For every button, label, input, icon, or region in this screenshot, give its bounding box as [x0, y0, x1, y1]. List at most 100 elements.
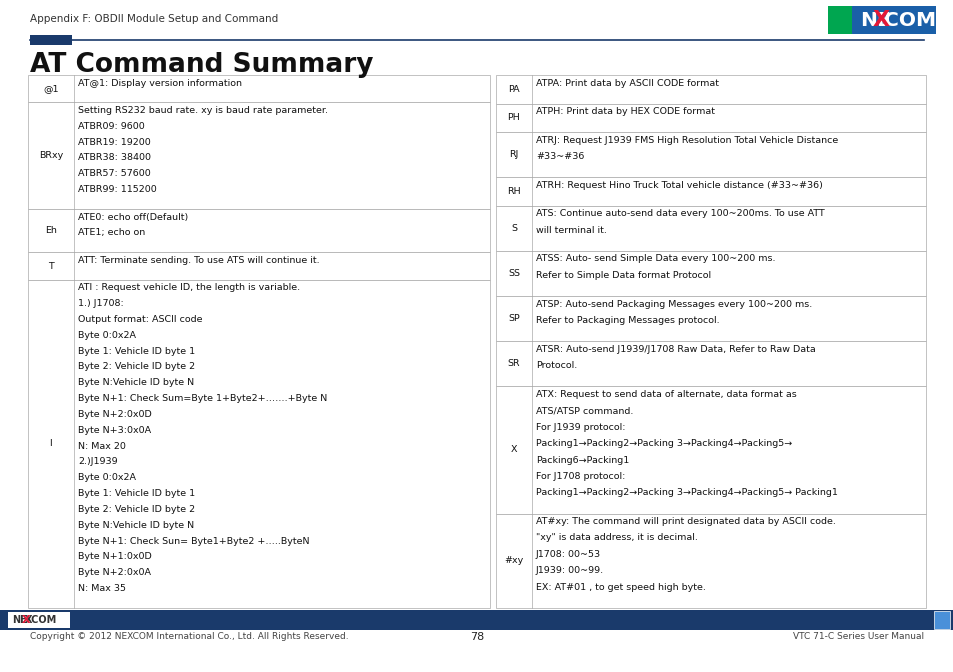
Text: Byte N+2:0x0A: Byte N+2:0x0A	[78, 569, 151, 577]
Text: #33~#36: #33~#36	[536, 152, 584, 161]
Bar	[827, 6, 935, 34]
Text: Eh: Eh	[45, 226, 57, 235]
Text: For J1939 protocol:: For J1939 protocol:	[536, 423, 625, 431]
Text: 1.) J1708:: 1.) J1708:	[78, 299, 124, 308]
Text: VTC 71-C Series User Manual: VTC 71-C Series User Manual	[792, 632, 923, 641]
Text: ATX: Request to send data of alternate, data format as: ATX: Request to send data of alternate, …	[536, 390, 796, 398]
Bar	[496, 251, 925, 296]
Text: Byte 2: Vehicle ID byte 2: Byte 2: Vehicle ID byte 2	[78, 505, 195, 514]
Text: ATBR09: 9600: ATBR09: 9600	[78, 122, 145, 131]
Text: Byte N+2:0x0D: Byte N+2:0x0D	[78, 410, 152, 419]
Text: J1939: 00~99.: J1939: 00~99.	[536, 566, 603, 575]
Text: X: X	[510, 446, 517, 454]
Text: Byte 1: Vehicle ID byte 1: Byte 1: Vehicle ID byte 1	[78, 489, 195, 498]
Bar	[28, 280, 490, 608]
Text: Refer to Packaging Messages protocol.: Refer to Packaging Messages protocol.	[536, 316, 719, 325]
Bar	[933, 611, 949, 629]
Text: Protocol.: Protocol.	[536, 361, 577, 370]
Bar	[28, 75, 490, 103]
Text: I: I	[50, 439, 52, 448]
Text: PA: PA	[508, 85, 519, 94]
Text: ATSS: Auto- send Simple Data every 100~200 ms.: ATSS: Auto- send Simple Data every 100~2…	[536, 255, 775, 263]
Text: Byte 0:0x2A: Byte 0:0x2A	[78, 473, 136, 482]
Text: T: T	[48, 261, 53, 271]
Text: ATBR38: 38400: ATBR38: 38400	[78, 153, 151, 163]
Text: Byte N+3:0x0A: Byte N+3:0x0A	[78, 426, 151, 435]
Text: Byte 0:0x2A: Byte 0:0x2A	[78, 331, 136, 340]
Text: Packing1→Packing2→Packing 3→Packing4→Packing5→: Packing1→Packing2→Packing 3→Packing4→Pac…	[536, 439, 791, 448]
Text: Byte N+1:0x0D: Byte N+1:0x0D	[78, 552, 152, 561]
Text: ATBR99: 115200: ATBR99: 115200	[78, 185, 156, 194]
Text: ATBR19: 19200: ATBR19: 19200	[78, 138, 151, 146]
Text: ATT: Terminate sending. To use ATS will continue it.: ATT: Terminate sending. To use ATS will …	[78, 256, 319, 265]
Text: Byte 2: Vehicle ID byte 2: Byte 2: Vehicle ID byte 2	[78, 362, 195, 372]
Text: #xy: #xy	[504, 556, 523, 565]
Text: Output format: ASCII code: Output format: ASCII code	[78, 315, 202, 324]
Text: RJ: RJ	[509, 151, 518, 159]
Bar	[496, 341, 925, 386]
Text: ATE0: echo off(Default): ATE0: echo off(Default)	[78, 212, 188, 222]
Text: 2.)J1939: 2.)J1939	[78, 458, 117, 466]
Text: AT@1: Display version information: AT@1: Display version information	[78, 79, 242, 87]
Text: SS: SS	[507, 269, 519, 278]
Bar	[496, 513, 925, 608]
Text: XCOM: XCOM	[25, 615, 57, 625]
Text: ATBR57: 57600: ATBR57: 57600	[78, 169, 151, 178]
Bar	[28, 103, 490, 209]
Text: Byte 1: Vehicle ID byte 1: Byte 1: Vehicle ID byte 1	[78, 347, 195, 355]
Bar	[28, 209, 490, 253]
Text: BRxy: BRxy	[39, 151, 63, 161]
Text: J1708: 00~53: J1708: 00~53	[536, 550, 600, 559]
Text: Copyright © 2012 NEXCOM International Co., Ltd. All Rights Reserved.: Copyright © 2012 NEXCOM International Co…	[30, 632, 348, 641]
Text: @1: @1	[43, 84, 59, 93]
Text: AT#xy: The command will print designated data by ASCII code.: AT#xy: The command will print designated…	[536, 517, 835, 526]
Bar	[496, 386, 925, 513]
Text: N: Max 20: N: Max 20	[78, 442, 126, 451]
Text: Byte N:Vehicle ID byte N: Byte N:Vehicle ID byte N	[78, 521, 193, 530]
Text: RH: RH	[507, 187, 520, 196]
Text: ATS/ATSP command.: ATS/ATSP command.	[536, 406, 633, 415]
Bar	[496, 103, 925, 132]
Text: COM: COM	[883, 11, 935, 30]
Bar	[496, 206, 925, 251]
Polygon shape	[827, 6, 851, 34]
Text: Byte N:Vehicle ID byte N: Byte N:Vehicle ID byte N	[78, 378, 193, 387]
Text: N: Max 35: N: Max 35	[78, 584, 126, 593]
Text: Packing6→Packing1: Packing6→Packing1	[536, 456, 629, 464]
Text: ATPA: Print data by ASCII CODE format: ATPA: Print data by ASCII CODE format	[536, 79, 719, 87]
Bar	[28, 253, 490, 280]
Text: ATPH: Print data by HEX CODE format: ATPH: Print data by HEX CODE format	[536, 107, 714, 116]
Text: SP: SP	[508, 314, 519, 323]
Text: AT Command Summary: AT Command Summary	[30, 52, 374, 78]
Bar	[30, 35, 71, 45]
Bar	[496, 75, 925, 103]
Text: S: S	[511, 224, 517, 233]
Text: Byte N+1: Check Sun= Byte1+Byte2 +…..ByteN: Byte N+1: Check Sun= Byte1+Byte2 +…..Byt…	[78, 536, 309, 546]
Text: SR: SR	[507, 359, 519, 368]
Text: ATI : Request vehicle ID, the length is variable.: ATI : Request vehicle ID, the length is …	[78, 284, 300, 292]
Text: ATRH: Request Hino Truck Total vehicle distance (#33~#36): ATRH: Request Hino Truck Total vehicle d…	[536, 181, 822, 190]
Bar	[0, 610, 953, 630]
Text: EX: AT#01 , to get speed high byte.: EX: AT#01 , to get speed high byte.	[536, 583, 705, 592]
Text: Packing1→Packing2→Packing 3→Packing4→Packing5→ Packing1: Packing1→Packing2→Packing 3→Packing4→Pac…	[536, 489, 837, 497]
Text: ATS: Continue auto-send data every 100~200ms. To use ATT: ATS: Continue auto-send data every 100~2…	[536, 210, 824, 218]
Text: For J1708 protocol:: For J1708 protocol:	[536, 472, 625, 481]
Text: NE: NE	[860, 11, 890, 30]
Text: ATSP: Auto-send Packaging Messages every 100~200 ms.: ATSP: Auto-send Packaging Messages every…	[536, 300, 811, 308]
Bar	[496, 132, 925, 177]
Text: ATRJ: Request J1939 FMS High Resolution Total Vehicle Distance: ATRJ: Request J1939 FMS High Resolution …	[536, 136, 838, 144]
Text: 78: 78	[470, 632, 483, 642]
Text: "xy" is data address, it is decimal.: "xy" is data address, it is decimal.	[536, 534, 698, 542]
Text: Byte N+1: Check Sum=Byte 1+Byte2+…….+Byte N: Byte N+1: Check Sum=Byte 1+Byte2+…….+Byt…	[78, 394, 327, 403]
Bar	[496, 177, 925, 206]
Bar	[8, 612, 70, 628]
Text: PH: PH	[507, 114, 519, 122]
Text: will terminal it.: will terminal it.	[536, 226, 606, 235]
Text: X: X	[872, 10, 889, 30]
Text: ATSR: Auto-send J1939/J1708 Raw Data, Refer to Raw Data: ATSR: Auto-send J1939/J1708 Raw Data, Re…	[536, 345, 815, 353]
Text: ATE1; echo on: ATE1; echo on	[78, 228, 145, 237]
Text: Appendix F: OBDII Module Setup and Command: Appendix F: OBDII Module Setup and Comma…	[30, 14, 278, 24]
Text: NE: NE	[12, 615, 27, 625]
Text: Refer to Simple Data format Protocol: Refer to Simple Data format Protocol	[536, 271, 710, 280]
Bar	[496, 296, 925, 341]
